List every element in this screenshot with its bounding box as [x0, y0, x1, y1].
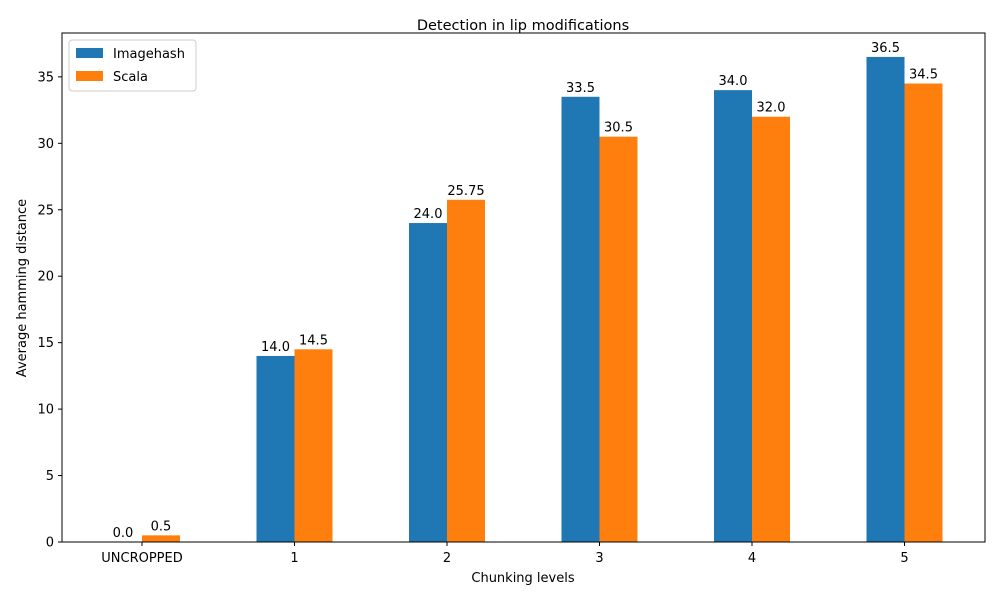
y-axis: 0 5 10 15 20 25 30 35 [37, 70, 62, 551]
bar-label-scala-uncropped: 0.5 [151, 519, 172, 534]
bar-imagehash-1 [256, 355, 295, 542]
bar-scala-1 [294, 349, 333, 542]
bar-scala-5 [904, 83, 943, 542]
bar-label-imagehash-4: 34.0 [719, 74, 748, 89]
bar-label-scala-4: 32.0 [757, 101, 786, 116]
bar-labels-layer: 0.0 0.5 14.0 14.5 24.0 25.75 33.5 30.5 34.0 32.0 3… [113, 41, 938, 541]
legend-swatch-scala [76, 71, 103, 81]
bar-imagehash-2 [409, 223, 447, 543]
bar-imagehash-3 [561, 96, 600, 542]
bar-scala-2 [447, 199, 485, 542]
bar-imagehash-4 [714, 90, 752, 543]
bars-layer [142, 56, 943, 543]
bar-label-imagehash-3: 33.5 [566, 81, 595, 96]
bar-label-imagehash-5: 36.5 [871, 41, 900, 56]
y-tick-label: 25 [37, 203, 54, 218]
bar-label-scala-5: 34.5 [909, 68, 938, 83]
x-tick-label-4: 4 [748, 551, 756, 566]
legend-label-scala: Scala [113, 70, 148, 85]
chart-title: Detection in lip modifications [417, 18, 629, 34]
y-tick-label: 35 [37, 70, 54, 85]
bar-label-scala-1: 14.5 [299, 333, 328, 348]
y-tick-label: 20 [37, 270, 54, 285]
y-tick-label: 30 [37, 137, 54, 152]
bar-scala-3 [599, 136, 638, 542]
bar-imagehash-5 [866, 56, 905, 543]
bar-label-imagehash-2: 24.0 [414, 207, 443, 222]
y-tick-label: 10 [37, 403, 54, 418]
legend-label-imagehash: Imagehash [113, 47, 185, 62]
legend-swatch-imagehash [76, 48, 103, 58]
x-axis: UNCROPPED 1 2 3 4 5 [101, 542, 909, 566]
x-tick-label-uncropped: UNCROPPED [101, 551, 183, 566]
bar-label-scala-2: 25.75 [447, 184, 484, 199]
bar-label-imagehash-1: 14.0 [261, 340, 290, 355]
x-tick-label-5: 5 [900, 551, 908, 566]
y-tick-label: 5 [46, 469, 54, 484]
plot-frame [61, 32, 986, 543]
bar-label-scala-3: 30.5 [604, 121, 633, 136]
bar-label-imagehash-uncropped: 0.0 [113, 526, 134, 541]
y-tick-label: 15 [37, 336, 54, 351]
y-tick-label: 0 [46, 536, 54, 551]
legend: Imagehash Scala [68, 39, 197, 92]
x-tick-label-2: 2 [443, 551, 451, 566]
x-tick-label-3: 3 [595, 551, 603, 566]
x-axis-label: Chunking levels [471, 571, 574, 586]
bar-scala-uncropped [142, 535, 180, 542]
bar-scala-4 [752, 116, 790, 543]
x-tick-label-1: 1 [290, 551, 298, 566]
y-axis-label: Average hamming distance [15, 199, 30, 377]
